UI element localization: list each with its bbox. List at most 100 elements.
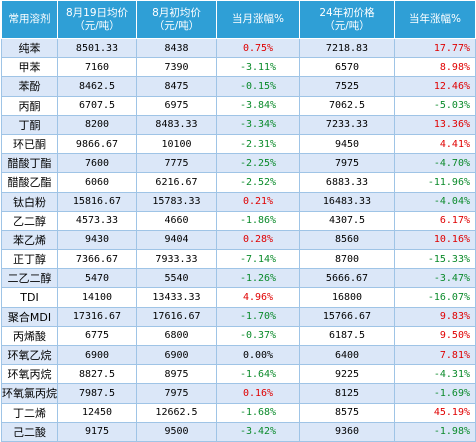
table-row: 醋酸乙酯 6060 6216.67 -2.52% 6883.33 -11.96% xyxy=(1,172,476,193)
cell-price-aug-start: 7975 xyxy=(136,383,217,404)
cell-price-aug-start: 8483.33 xyxy=(136,114,217,135)
cell-price-aug19: 7366.67 xyxy=(57,249,137,270)
cell-price-aug19: 8827.5 xyxy=(57,364,137,385)
cell-price-aug-start: 6900 xyxy=(136,344,217,366)
cell-price-aug-start: 8475 xyxy=(136,76,217,97)
cell-price-aug19: 12450 xyxy=(57,402,137,423)
cell-price-aug-start: 5540 xyxy=(136,268,217,289)
cell-price-year-start: 7218.83 xyxy=(299,37,395,59)
cell-name: 纯苯 xyxy=(1,37,58,59)
cell-price-aug19: 6060 xyxy=(57,172,137,193)
table-row: 正丁醇 7366.67 7933.33 -7.14% 8700 -15.33% xyxy=(1,249,476,270)
cell-name: 醋酸乙酯 xyxy=(1,172,58,193)
cell-price-aug19: 5470 xyxy=(57,268,137,289)
table-row: 乙二醇 4573.33 4660 -1.86% 4307.5 6.17% xyxy=(1,210,476,231)
cell-name: 正丁醇 xyxy=(1,249,58,270)
cell-price-aug-start: 13433.33 xyxy=(136,287,217,308)
cell-price-aug19: 9175 xyxy=(57,421,137,442)
cell-price-aug-start: 8438 xyxy=(136,37,217,59)
table-row: 钛白粉 15816.67 15783.33 0.21% 16483.33 -4.04% xyxy=(1,191,476,212)
cell-month-change: -2.52% xyxy=(216,172,300,193)
cell-month-change: 0.28% xyxy=(216,229,300,251)
cell-price-year-start: 16800 xyxy=(299,287,395,308)
header-price-year-start: 24年初价格 （元/吨） xyxy=(299,0,395,39)
cell-month-change: -1.64% xyxy=(216,364,300,385)
cell-price-aug19: 14100 xyxy=(57,287,137,308)
cell-name: 环氧丙烷 xyxy=(1,364,58,385)
cell-month-change: 4.96% xyxy=(216,287,300,308)
cell-month-change: -3.34% xyxy=(216,114,300,135)
cell-price-aug19: 8200 xyxy=(57,114,137,135)
cell-month-change: -3.42% xyxy=(216,421,300,442)
header-month-change: 当月涨幅% xyxy=(216,0,300,39)
cell-price-year-start: 6187.5 xyxy=(299,325,395,347)
cell-name: 甲苯 xyxy=(1,57,58,78)
cell-name: 丙烯酸 xyxy=(1,325,58,347)
header-solvent: 常用溶剂 xyxy=(1,0,58,39)
cell-price-aug-start: 6800 xyxy=(136,325,217,347)
cell-name: 二乙二醇 xyxy=(1,268,58,289)
table-row: 二乙二醇 5470 5540 -1.26% 5666.67 -3.47% xyxy=(1,268,476,289)
cell-price-aug-start: 12662.5 xyxy=(136,402,217,423)
table-row: 丙烯酸 6775 6800 -0.37% 6187.5 9.50% xyxy=(1,325,476,347)
cell-month-change: 0.21% xyxy=(216,191,300,212)
cell-month-change: -3.11% xyxy=(216,57,300,78)
cell-price-aug-start: 17616.67 xyxy=(136,306,217,327)
cell-price-year-start: 6883.33 xyxy=(299,172,395,193)
cell-year-change: 4.41% xyxy=(394,133,476,155)
cell-month-change: -1.26% xyxy=(216,268,300,289)
cell-name: 环已酮 xyxy=(1,133,58,155)
cell-year-change: -11.96% xyxy=(394,172,476,193)
cell-price-year-start: 6400 xyxy=(299,344,395,366)
cell-price-aug19: 9430 xyxy=(57,229,137,251)
cell-price-year-start: 15766.67 xyxy=(299,306,395,327)
cell-name: 己二酸 xyxy=(1,421,58,442)
cell-year-change: -4.70% xyxy=(394,153,476,174)
table-row: 苯酚 8462.5 8475 -0.15% 7525 12.46% xyxy=(1,76,476,97)
table-header: 常用溶剂 8月19日均价 （元/吨） 8月初均价 （元/吨） 当月涨幅% 24年… xyxy=(1,0,476,39)
cell-price-year-start: 5666.67 xyxy=(299,268,395,289)
cell-year-change: 12.46% xyxy=(394,76,476,97)
cell-price-aug19: 7160 xyxy=(57,57,137,78)
cell-name: 丙酮 xyxy=(1,95,58,116)
cell-name: 钛白粉 xyxy=(1,191,58,212)
cell-price-aug-start: 7390 xyxy=(136,57,217,78)
cell-year-change: -15.33% xyxy=(394,249,476,270)
cell-name: 环氧氯丙烷 xyxy=(1,383,58,404)
cell-price-aug-start: 8975 xyxy=(136,364,217,385)
cell-year-change: 45.19% xyxy=(394,402,476,423)
cell-month-change: 0.00% xyxy=(216,344,300,366)
cell-price-aug19: 7600 xyxy=(57,153,137,174)
cell-price-year-start: 8125 xyxy=(299,383,395,404)
cell-price-aug-start: 9404 xyxy=(136,229,217,251)
cell-price-year-start: 8700 xyxy=(299,249,395,270)
cell-price-aug19: 6900 xyxy=(57,344,137,366)
cell-month-change: -3.84% xyxy=(216,95,300,116)
cell-name: 乙二醇 xyxy=(1,210,58,231)
cell-price-aug19: 7987.5 xyxy=(57,383,137,404)
cell-name: 环氧乙烷 xyxy=(1,344,58,366)
table-row: 环氧氯丙烷 7987.5 7975 0.16% 8125 -1.69% xyxy=(1,383,476,404)
table-body: 纯苯 8501.33 8438 0.75% 7218.83 17.77% 甲苯 7160 739… xyxy=(1,37,476,442)
cell-price-aug-start: 4660 xyxy=(136,210,217,231)
cell-price-aug-start: 15783.33 xyxy=(136,191,217,212)
cell-price-aug-start: 6216.67 xyxy=(136,172,217,193)
cell-price-year-start: 7525 xyxy=(299,76,395,97)
cell-year-change: -5.03% xyxy=(394,95,476,116)
cell-name: 醋酸丁酯 xyxy=(1,153,58,174)
header-price-aug19: 8月19日均价 （元/吨） xyxy=(57,0,137,39)
cell-month-change: -1.86% xyxy=(216,210,300,231)
table-row: 纯苯 8501.33 8438 0.75% 7218.83 17.77% xyxy=(1,37,476,59)
cell-year-change: 9.83% xyxy=(394,306,476,327)
cell-price-year-start: 4307.5 xyxy=(299,210,395,231)
cell-price-year-start: 9225 xyxy=(299,364,395,385)
table-row: 苯乙烯 9430 9404 0.28% 8560 10.16% xyxy=(1,229,476,251)
header-price-aug-start: 8月初均价 （元/吨） xyxy=(136,0,217,39)
cell-year-change: -3.47% xyxy=(394,268,476,289)
cell-price-aug19: 17316.67 xyxy=(57,306,137,327)
cell-price-year-start: 8575 xyxy=(299,402,395,423)
cell-price-year-start: 16483.33 xyxy=(299,191,395,212)
cell-price-aug-start: 7933.33 xyxy=(136,249,217,270)
cell-name: 丁酮 xyxy=(1,114,58,135)
